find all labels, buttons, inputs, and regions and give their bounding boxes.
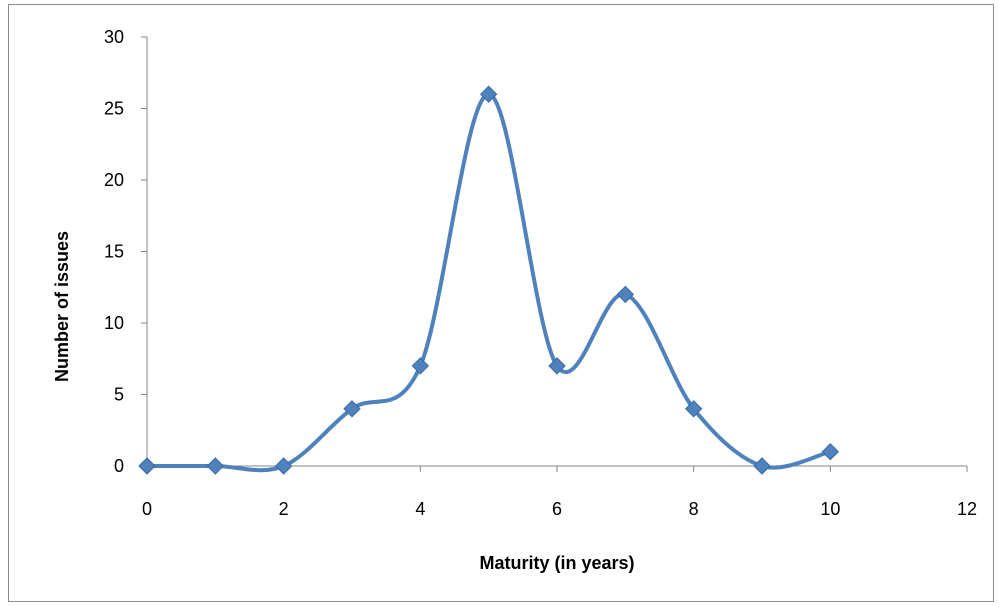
data-point-marker [479,85,498,103]
y-tick-label: 5 [114,385,124,405]
data-point-marker [548,357,566,375]
data-point-marker [753,457,771,475]
x-tick-label: 10 [820,499,840,519]
x-tick-label: 8 [689,499,699,519]
x-tick-label: 0 [142,499,152,519]
data-point-marker [411,357,430,375]
data-point-marker [343,400,361,418]
x-tick-label: 12 [957,499,977,519]
data-point-marker [821,442,840,461]
data-point-marker [138,457,156,475]
y-tick-label: 10 [104,313,124,333]
y-tick-label: 30 [104,27,124,47]
x-axis-title: Maturity (in years) [479,553,634,573]
data-point-marker [274,457,293,475]
x-tick-label: 4 [415,499,425,519]
chart-frame [8,4,994,602]
y-tick-label: 20 [104,170,124,190]
y-tick-label: 25 [104,99,124,119]
y-tick-label: 0 [114,456,124,476]
x-tick-label: 6 [552,499,562,519]
y-axis-title: Number of issues [52,231,72,382]
x-tick-label: 2 [279,499,289,519]
y-tick-label: 15 [104,242,124,262]
data-point-marker [684,400,703,418]
data-point-marker [616,285,635,304]
series-line [145,92,833,473]
data-point-marker [206,457,225,475]
